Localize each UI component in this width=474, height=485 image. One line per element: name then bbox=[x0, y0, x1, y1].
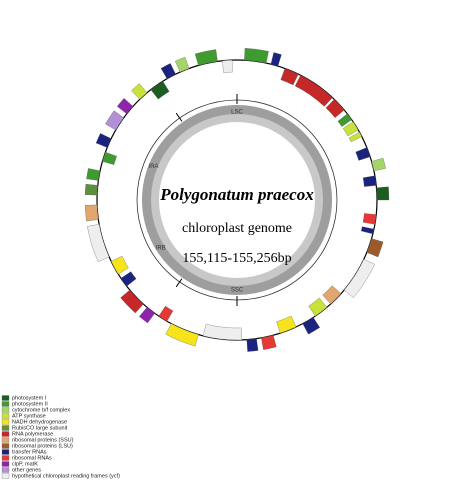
region-label: LSC bbox=[231, 110, 243, 116]
legend-swatch bbox=[1, 407, 10, 413]
gene-block bbox=[202, 324, 243, 341]
gene-block bbox=[325, 99, 345, 118]
legend-swatch bbox=[1, 437, 10, 443]
legend-label: photosystem I bbox=[12, 395, 47, 401]
legend-swatch bbox=[1, 395, 10, 401]
legend-label: photosystem II bbox=[12, 401, 48, 407]
gene-block bbox=[322, 285, 342, 305]
gene-block bbox=[139, 307, 155, 324]
gene-block bbox=[86, 168, 101, 181]
gene-block bbox=[302, 317, 320, 335]
legend-swatch bbox=[1, 419, 10, 425]
gene-block bbox=[337, 113, 352, 127]
region-label: IRA bbox=[149, 164, 159, 170]
gene-block bbox=[244, 48, 269, 64]
gene-block bbox=[120, 289, 144, 314]
gene-block bbox=[117, 98, 134, 115]
gene-block bbox=[308, 297, 328, 317]
gene-block bbox=[87, 224, 110, 263]
legend-label: transfer RNAs bbox=[12, 449, 47, 455]
gene-block bbox=[110, 255, 129, 275]
gene-block bbox=[102, 151, 117, 165]
legend-swatch bbox=[1, 425, 10, 431]
gene-block bbox=[361, 226, 375, 235]
region-boundary bbox=[175, 278, 183, 288]
region-label: IRB bbox=[156, 245, 166, 251]
gc-ring-inner bbox=[159, 122, 315, 278]
legend-swatch bbox=[1, 455, 10, 461]
gene-block bbox=[131, 83, 148, 100]
gene-block bbox=[105, 110, 124, 131]
gene-block bbox=[362, 213, 377, 225]
legend-swatch bbox=[1, 461, 10, 467]
gene-block bbox=[376, 186, 390, 201]
gene-block bbox=[294, 75, 333, 107]
gene-block bbox=[84, 204, 99, 222]
gene-block bbox=[150, 81, 170, 100]
legend-label: RNA polymerase bbox=[12, 431, 53, 437]
subtitle: chloroplast genome bbox=[182, 221, 292, 236]
region-label: SSC bbox=[231, 288, 244, 294]
gene-block bbox=[120, 271, 137, 287]
title: Polygonatum praecox bbox=[159, 185, 314, 204]
legend-label: cytochrome b/f complex bbox=[12, 407, 70, 413]
legend-label: other genes bbox=[12, 467, 41, 473]
legend-swatch bbox=[1, 467, 10, 473]
genome-size: 155,115-155,256bp bbox=[182, 251, 291, 266]
gene-block bbox=[160, 63, 176, 79]
gene-block bbox=[371, 157, 386, 172]
gene-block bbox=[355, 147, 371, 161]
gene-block bbox=[174, 56, 190, 73]
gene-block bbox=[270, 52, 282, 67]
legend-label: ATP synthase bbox=[12, 413, 46, 419]
gene-block bbox=[261, 335, 277, 350]
legend-swatch bbox=[1, 413, 10, 419]
legend-swatch bbox=[1, 473, 10, 479]
gene-block bbox=[222, 59, 233, 73]
legend-swatch bbox=[1, 431, 10, 437]
gene-block bbox=[165, 323, 199, 347]
gene-block bbox=[348, 131, 362, 143]
legend-label: ribosomal RNAs bbox=[12, 455, 52, 461]
legend-label: ribosomal proteins (LSU) bbox=[12, 443, 73, 449]
legend-label: ribosomal proteins (SSU) bbox=[12, 437, 74, 443]
gene-block bbox=[276, 315, 297, 334]
gene-block bbox=[158, 305, 174, 322]
gene-block bbox=[280, 68, 299, 86]
legend-swatch bbox=[1, 449, 10, 455]
genes: LSC IRB SSC IRA bbox=[84, 48, 390, 352]
legend-label: NADH dehydrogenase bbox=[12, 419, 67, 425]
gene-block bbox=[366, 238, 384, 258]
legend-label: RubisCO large subunit bbox=[12, 425, 68, 431]
legend-label: clpP, matK bbox=[12, 461, 38, 467]
gene-block bbox=[84, 183, 98, 196]
region-boundary bbox=[175, 112, 183, 122]
gene-block bbox=[246, 338, 259, 352]
gene-block bbox=[362, 175, 377, 187]
legend-label: hypothetical chloroplast reading frames … bbox=[12, 473, 120, 479]
legend-swatch bbox=[1, 443, 10, 449]
gene-block bbox=[194, 49, 218, 66]
gene-block bbox=[342, 121, 359, 137]
legend-swatch bbox=[1, 401, 10, 407]
gene-block bbox=[344, 258, 375, 298]
gene-block bbox=[95, 133, 112, 148]
